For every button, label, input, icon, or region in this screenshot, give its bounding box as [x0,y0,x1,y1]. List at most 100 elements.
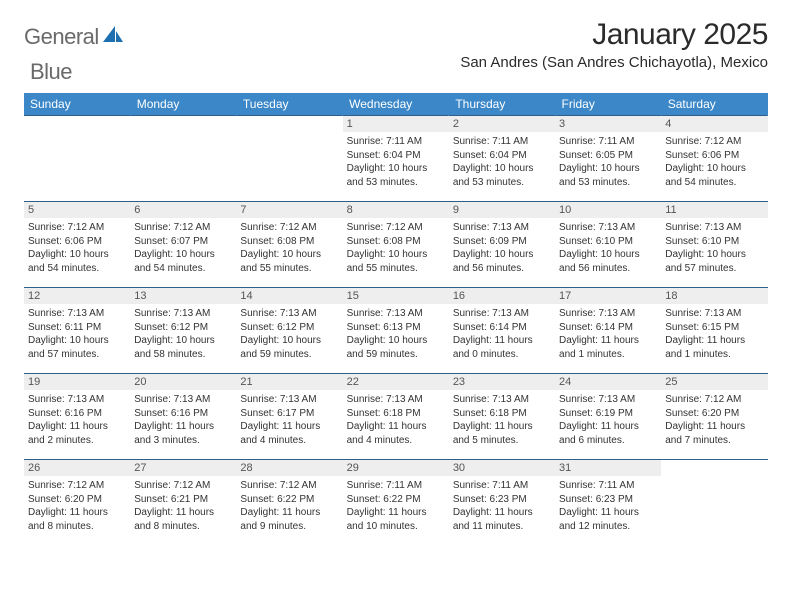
calendar-day-cell: 6Sunrise: 7:12 AMSunset: 6:07 PMDaylight… [130,202,236,288]
sunset-line: Sunset: 6:22 PM [347,493,445,507]
sunset-line: Sunset: 6:21 PM [134,493,232,507]
weekday-header: Friday [555,93,661,116]
sunrise-line: Sunrise: 7:13 AM [240,307,338,321]
calendar-day-cell: 18Sunrise: 7:13 AMSunset: 6:15 PMDayligh… [661,288,767,374]
daylight-line: Daylight: 10 hours and 53 minutes. [347,162,445,189]
sunset-line: Sunset: 6:04 PM [453,149,551,163]
day-details: Sunrise: 7:13 AMSunset: 6:14 PMDaylight:… [555,304,661,365]
daylight-line: Daylight: 11 hours and 6 minutes. [559,420,657,447]
daylight-line: Daylight: 11 hours and 9 minutes. [240,506,338,533]
calendar-day-cell: 27Sunrise: 7:12 AMSunset: 6:21 PMDayligh… [130,460,236,546]
calendar-day-cell: 13Sunrise: 7:13 AMSunset: 6:12 PMDayligh… [130,288,236,374]
calendar-day-cell: 12Sunrise: 7:13 AMSunset: 6:11 PMDayligh… [24,288,130,374]
sunset-line: Sunset: 6:13 PM [347,321,445,335]
daylight-line: Daylight: 10 hours and 57 minutes. [28,334,126,361]
weekday-header-row: Sunday Monday Tuesday Wednesday Thursday… [24,93,768,116]
calendar-day-cell [130,116,236,202]
day-details: Sunrise: 7:13 AMSunset: 6:10 PMDaylight:… [555,218,661,279]
daylight-line: Daylight: 10 hours and 53 minutes. [559,162,657,189]
sunrise-line: Sunrise: 7:12 AM [28,221,126,235]
calendar-day-cell: 22Sunrise: 7:13 AMSunset: 6:18 PMDayligh… [343,374,449,460]
calendar-day-cell: 29Sunrise: 7:11 AMSunset: 6:22 PMDayligh… [343,460,449,546]
calendar-day-cell: 7Sunrise: 7:12 AMSunset: 6:08 PMDaylight… [236,202,342,288]
day-number: 14 [236,288,342,304]
sunset-line: Sunset: 6:20 PM [665,407,763,421]
daylight-line: Daylight: 10 hours and 58 minutes. [134,334,232,361]
calendar-week-row: 19Sunrise: 7:13 AMSunset: 6:16 PMDayligh… [24,374,768,460]
daylight-line: Daylight: 11 hours and 11 minutes. [453,506,551,533]
daylight-line: Daylight: 10 hours and 59 minutes. [240,334,338,361]
day-number: 18 [661,288,767,304]
calendar-day-cell: 26Sunrise: 7:12 AMSunset: 6:20 PMDayligh… [24,460,130,546]
day-details: Sunrise: 7:13 AMSunset: 6:19 PMDaylight:… [555,390,661,451]
day-details: Sunrise: 7:13 AMSunset: 6:09 PMDaylight:… [449,218,555,279]
day-number [24,116,130,120]
sunset-line: Sunset: 6:22 PM [240,493,338,507]
sunset-line: Sunset: 6:04 PM [347,149,445,163]
sunrise-line: Sunrise: 7:11 AM [559,135,657,149]
daylight-line: Daylight: 11 hours and 7 minutes. [665,420,763,447]
day-details: Sunrise: 7:12 AMSunset: 6:20 PMDaylight:… [661,390,767,451]
calendar-week-row: 5Sunrise: 7:12 AMSunset: 6:06 PMDaylight… [24,202,768,288]
day-details: Sunrise: 7:13 AMSunset: 6:18 PMDaylight:… [343,390,449,451]
sunset-line: Sunset: 6:18 PM [347,407,445,421]
day-number: 24 [555,374,661,390]
calendar-day-cell: 11Sunrise: 7:13 AMSunset: 6:10 PMDayligh… [661,202,767,288]
day-number: 19 [24,374,130,390]
day-details: Sunrise: 7:12 AMSunset: 6:20 PMDaylight:… [24,476,130,537]
calendar-day-cell: 20Sunrise: 7:13 AMSunset: 6:16 PMDayligh… [130,374,236,460]
daylight-line: Daylight: 11 hours and 8 minutes. [134,506,232,533]
weekday-header: Monday [130,93,236,116]
sunrise-line: Sunrise: 7:13 AM [134,307,232,321]
sunrise-line: Sunrise: 7:11 AM [453,479,551,493]
day-number: 28 [236,460,342,476]
calendar-table: Sunday Monday Tuesday Wednesday Thursday… [24,93,768,546]
calendar-day-cell [236,116,342,202]
day-number: 1 [343,116,449,132]
calendar-day-cell [24,116,130,202]
daylight-line: Daylight: 10 hours and 55 minutes. [347,248,445,275]
day-number: 3 [555,116,661,132]
day-number: 21 [236,374,342,390]
sunset-line: Sunset: 6:08 PM [347,235,445,249]
daylight-line: Daylight: 11 hours and 2 minutes. [28,420,126,447]
sunrise-line: Sunrise: 7:13 AM [665,221,763,235]
daylight-line: Daylight: 11 hours and 10 minutes. [347,506,445,533]
logo-text-b: Blue [30,59,72,85]
day-number: 17 [555,288,661,304]
sunrise-line: Sunrise: 7:13 AM [347,307,445,321]
sunrise-line: Sunrise: 7:13 AM [665,307,763,321]
sunrise-line: Sunrise: 7:12 AM [28,479,126,493]
weekday-header: Saturday [661,93,767,116]
day-number: 5 [24,202,130,218]
daylight-line: Daylight: 11 hours and 1 minutes. [559,334,657,361]
calendar-day-cell: 15Sunrise: 7:13 AMSunset: 6:13 PMDayligh… [343,288,449,374]
month-title: January 2025 [460,18,768,52]
sunset-line: Sunset: 6:20 PM [28,493,126,507]
daylight-line: Daylight: 11 hours and 1 minutes. [665,334,763,361]
daylight-line: Daylight: 11 hours and 4 minutes. [347,420,445,447]
sunset-line: Sunset: 6:06 PM [665,149,763,163]
day-details: Sunrise: 7:11 AMSunset: 6:22 PMDaylight:… [343,476,449,537]
daylight-line: Daylight: 11 hours and 12 minutes. [559,506,657,533]
sunrise-line: Sunrise: 7:13 AM [453,307,551,321]
day-details: Sunrise: 7:11 AMSunset: 6:05 PMDaylight:… [555,132,661,193]
sunset-line: Sunset: 6:16 PM [134,407,232,421]
day-number: 23 [449,374,555,390]
calendar-day-cell: 30Sunrise: 7:11 AMSunset: 6:23 PMDayligh… [449,460,555,546]
sunrise-line: Sunrise: 7:11 AM [347,479,445,493]
sunset-line: Sunset: 6:09 PM [453,235,551,249]
weekday-header: Wednesday [343,93,449,116]
day-number: 25 [661,374,767,390]
sunrise-line: Sunrise: 7:12 AM [240,221,338,235]
daylight-line: Daylight: 10 hours and 55 minutes. [240,248,338,275]
day-details: Sunrise: 7:12 AMSunset: 6:08 PMDaylight:… [236,218,342,279]
sunrise-line: Sunrise: 7:11 AM [347,135,445,149]
day-details: Sunrise: 7:13 AMSunset: 6:10 PMDaylight:… [661,218,767,279]
daylight-line: Daylight: 10 hours and 53 minutes. [453,162,551,189]
sunset-line: Sunset: 6:08 PM [240,235,338,249]
day-number: 22 [343,374,449,390]
sunset-line: Sunset: 6:07 PM [134,235,232,249]
calendar-day-cell: 28Sunrise: 7:12 AMSunset: 6:22 PMDayligh… [236,460,342,546]
sunset-line: Sunset: 6:06 PM [28,235,126,249]
